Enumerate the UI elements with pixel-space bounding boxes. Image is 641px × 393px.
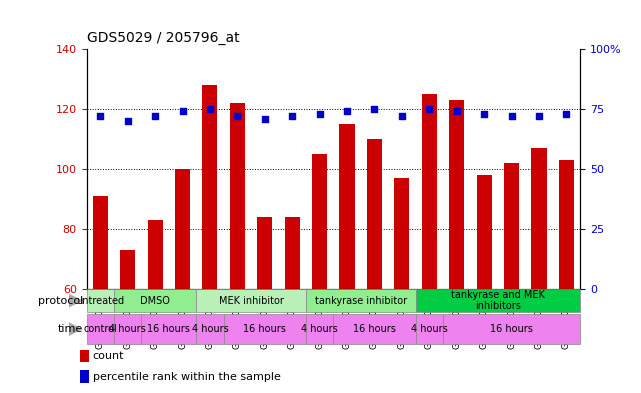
Bar [312, 154, 327, 289]
Bar [147, 220, 163, 289]
Text: 4 hours: 4 hours [110, 324, 146, 334]
Bar [306, 314, 333, 344]
Bar [175, 169, 190, 289]
Point [260, 116, 270, 122]
Bar [449, 100, 464, 289]
Point [315, 111, 325, 117]
Point [369, 106, 379, 112]
Text: control: control [83, 324, 117, 334]
Text: 4 hours: 4 hours [411, 324, 447, 334]
Text: DMSO: DMSO [140, 296, 170, 306]
Bar [531, 148, 547, 289]
Point [287, 113, 297, 119]
Text: tankyrase and MEK
inhibitors: tankyrase and MEK inhibitors [451, 290, 545, 311]
Bar [87, 314, 114, 344]
Point [232, 113, 242, 119]
Point [95, 113, 105, 119]
Text: MEK inhibitor: MEK inhibitor [219, 296, 283, 306]
Bar [87, 289, 114, 312]
Point [534, 113, 544, 119]
Bar [443, 314, 580, 344]
Bar [196, 314, 224, 344]
Point [178, 108, 188, 115]
Bar [257, 217, 272, 289]
Text: count: count [92, 351, 124, 361]
Bar [142, 314, 196, 344]
Point [122, 118, 133, 124]
Bar [196, 289, 306, 312]
Bar [306, 289, 415, 312]
Bar [114, 289, 196, 312]
Point [424, 106, 435, 112]
Bar [394, 178, 410, 289]
Bar [340, 124, 354, 289]
Point [342, 108, 352, 115]
Point [150, 113, 160, 119]
Bar [93, 196, 108, 289]
Bar [80, 371, 89, 383]
Point [397, 113, 407, 119]
Bar [203, 85, 217, 289]
Bar [477, 175, 492, 289]
Point [205, 106, 215, 112]
Polygon shape [69, 322, 83, 336]
Bar [80, 350, 89, 362]
Text: 16 hours: 16 hours [490, 324, 533, 334]
Point [479, 111, 489, 117]
Bar [559, 160, 574, 289]
Bar [504, 163, 519, 289]
Text: percentile rank within the sample: percentile rank within the sample [92, 371, 281, 382]
Text: time: time [58, 324, 83, 334]
Bar [230, 103, 245, 289]
Bar [224, 314, 306, 344]
Bar [114, 314, 142, 344]
Point [506, 113, 517, 119]
Bar [415, 314, 443, 344]
Text: 4 hours: 4 hours [192, 324, 228, 334]
Text: protocol: protocol [38, 296, 83, 306]
Bar [415, 289, 580, 312]
Bar [422, 94, 437, 289]
Polygon shape [69, 294, 83, 308]
Point [562, 111, 572, 117]
Text: GDS5029 / 205796_at: GDS5029 / 205796_at [87, 31, 239, 45]
Bar [285, 217, 300, 289]
Point [451, 108, 462, 115]
Bar [120, 250, 135, 289]
Text: 4 hours: 4 hours [301, 324, 338, 334]
Bar [367, 139, 382, 289]
Text: tankyrase inhibitor: tankyrase inhibitor [315, 296, 407, 306]
Text: 16 hours: 16 hours [353, 324, 396, 334]
Text: 16 hours: 16 hours [244, 324, 286, 334]
Text: untreated: untreated [76, 296, 124, 306]
Text: 16 hours: 16 hours [147, 324, 190, 334]
Bar [333, 314, 415, 344]
